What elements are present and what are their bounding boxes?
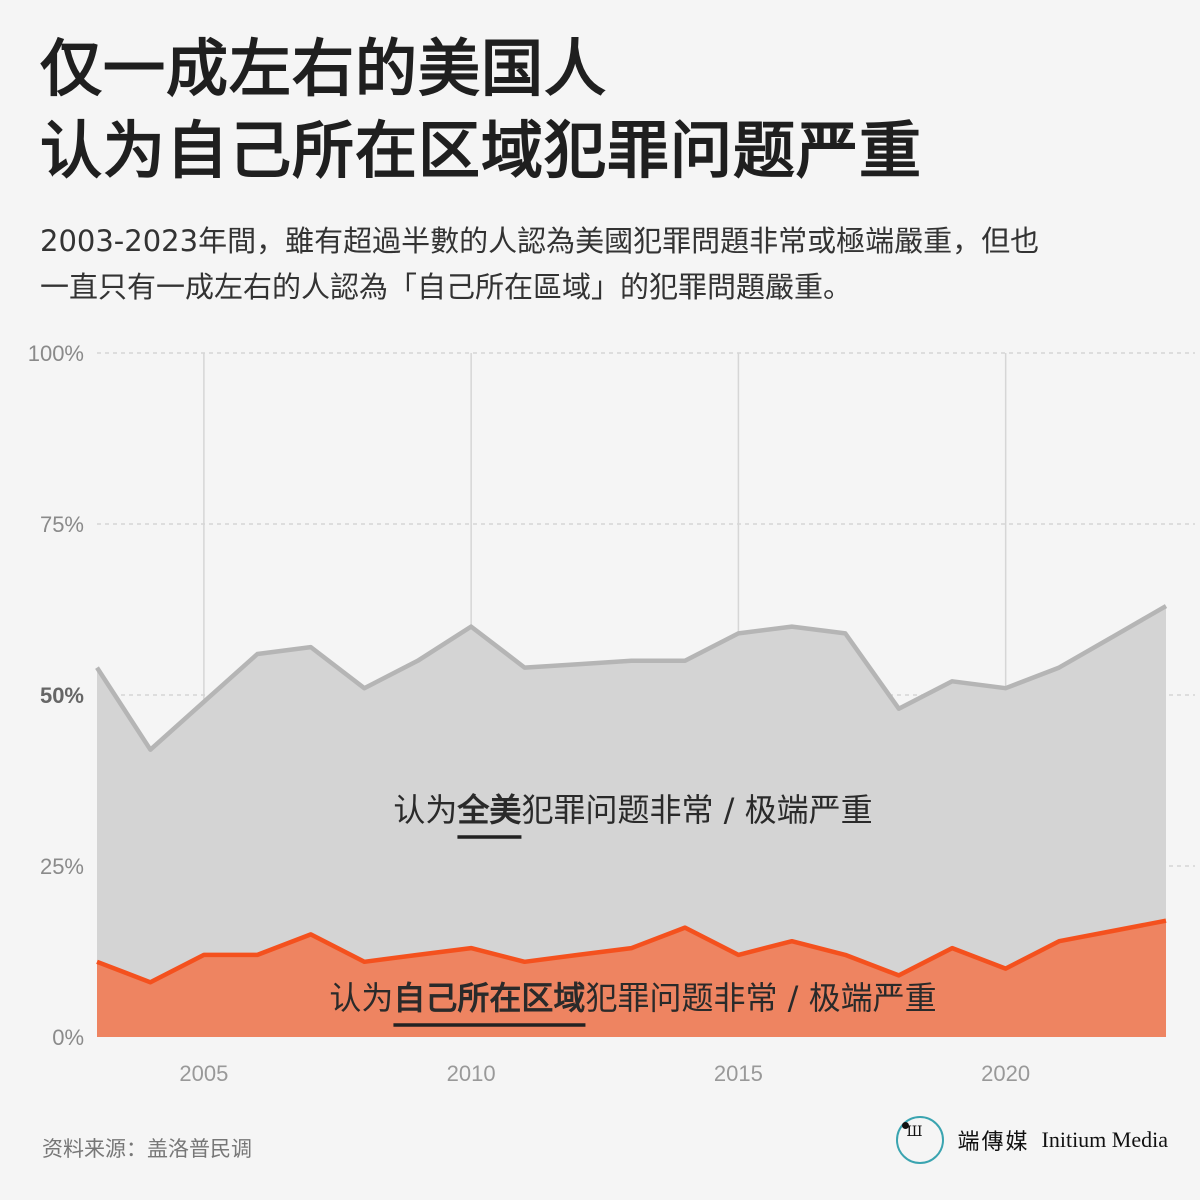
series-line-0 (95, 604, 1168, 752)
series-label-0: 认为全美犯罪问题非常 / 极端严重 (393, 791, 872, 829)
series-area-0 (97, 606, 1166, 1037)
y-tick-label-75: 75% (40, 512, 84, 537)
series-label-emphasis: 全美 (456, 791, 521, 829)
page-title: 仅一成左右的美国人 认为自己所在区域犯罪问题严重 (40, 28, 1160, 192)
y-tick-label-25: 25% (40, 854, 84, 879)
x-tick-label-2010: 2010 (447, 1061, 496, 1086)
brand-name-chinese: 端傳媒 (957, 1130, 1030, 1155)
brand-name-english: Initium Media (1041, 1127, 1168, 1152)
x-tick-label-2015: 2015 (714, 1061, 763, 1086)
logo-dot (901, 1122, 909, 1129)
x-tick-label-2005: 2005 (179, 1061, 228, 1086)
series-label-suffix: 犯罪问题非常 / 极端严重 (521, 791, 872, 829)
series-label-suffix: 犯罪问题非常 / 极端严重 (585, 979, 936, 1017)
title-line-2: 认为自己所在区域犯罪问题严重 (40, 114, 923, 187)
x-tick-label-2020: 2020 (981, 1061, 1030, 1086)
subtitle-line-2: 一直只有一成左右的人認為「自己所在區域」的犯罪問題嚴重。 (40, 270, 853, 304)
series-label-prefix: 认为 (393, 791, 457, 829)
area-chart: 0%25%50%75%100%2005 2010 2015 2020认为全美犯罪问题非… (28, 341, 1195, 1086)
data-source: 资料来源：盖洛普民调 (42, 1137, 252, 1161)
subtitle-line-1: 2003-2023年間，雖有超過半數的人認為美國犯罪問題非常或極端嚴重，但也 (40, 224, 1040, 258)
series-label-emphasis: 自己所在区域 (393, 979, 585, 1017)
series-label-prefix: 认为 (329, 979, 393, 1017)
initium-logo-icon: Ш (895, 1116, 944, 1164)
series-label-1: 认为自己所在区域犯罪问题非常 / 极端严重 (329, 979, 936, 1017)
y-tick-label-100: 100% (28, 341, 84, 366)
y-tick-label-50: 50% (40, 683, 84, 708)
title-line-1: 仅一成左右的美国人 (40, 32, 608, 105)
series-line-1 (96, 918, 1167, 985)
chart-subtitle: 2003-2023年間，雖有超過半數的人認為美國犯罪問題非常或極端嚴重，但也 一… (40, 218, 1165, 310)
logo-glyph: Ш (906, 1124, 923, 1140)
series-area-1 (97, 920, 1166, 1037)
brand-logo-block: Ш 端傳媒 Initium Media (895, 1113, 1168, 1167)
y-tick-label-0: 0% (52, 1025, 84, 1050)
